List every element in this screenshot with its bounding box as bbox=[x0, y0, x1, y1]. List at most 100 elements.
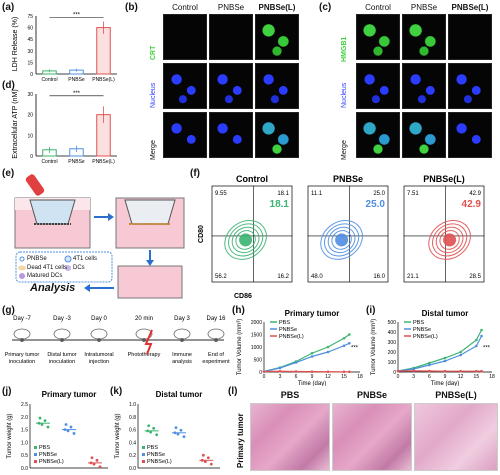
he-image-pbs bbox=[250, 403, 330, 471]
density-contour bbox=[443, 233, 457, 247]
mouse-icon bbox=[90, 328, 108, 340]
mouse-icon bbox=[13, 328, 31, 340]
micrograph-nucleus-pnbse bbox=[209, 63, 253, 109]
density-contour bbox=[324, 223, 360, 257]
y-tick-label: 0.0 bbox=[21, 466, 28, 472]
legend-swatch bbox=[142, 460, 145, 463]
bottom-well bbox=[117, 265, 183, 299]
significance-mark: *** bbox=[351, 346, 359, 352]
y-tick-label: 2000 bbox=[251, 320, 262, 326]
data-point bbox=[149, 430, 153, 434]
flow-ylabel: CD80 bbox=[198, 225, 205, 243]
col-header-pnbsel: PNBSe(L) bbox=[258, 3, 296, 12]
timeline-event: Immune bbox=[172, 352, 192, 358]
micrograph-crt-control bbox=[163, 14, 207, 60]
data-point bbox=[63, 428, 67, 431]
he-image-pnbsel bbox=[414, 403, 498, 471]
data-point bbox=[412, 367, 415, 371]
micrograph-crt-pnbsel bbox=[255, 14, 299, 60]
x-tick-label: 6 bbox=[428, 374, 431, 380]
legend-pnbse: PNBSe bbox=[27, 256, 47, 262]
data-point bbox=[480, 328, 483, 332]
legend-label: PBS bbox=[279, 320, 290, 326]
data-point bbox=[46, 425, 50, 429]
laser-icon bbox=[25, 174, 45, 196]
distal-tumor-growth-chart: Distal tumor Time (day) Tumor Volume (mm³)… bbox=[371, 309, 495, 386]
mouse-icon bbox=[173, 328, 191, 340]
legend-swatch bbox=[142, 453, 145, 456]
data-point bbox=[294, 361, 298, 364]
quadrant-ll: 21.1 bbox=[407, 274, 419, 280]
he-header-pnbse: PNBSe bbox=[356, 390, 387, 400]
primary-tumor-weight-chart: Primary tumor Tumor weight (g) 0.0 0.5 1.0 1.… bbox=[7, 390, 108, 472]
transwell-insert-right bbox=[124, 199, 176, 225]
legend-swatch bbox=[34, 453, 37, 456]
y-tick-label: 500 bbox=[388, 320, 397, 326]
panel-label-g: (g) bbox=[2, 305, 15, 316]
data-point bbox=[475, 338, 478, 342]
data-point bbox=[428, 369, 431, 373]
x-tick-label: PNBSe bbox=[68, 159, 85, 165]
legend-label: PNBSe bbox=[413, 327, 431, 333]
matured-dc-icon bbox=[19, 273, 25, 279]
series-line bbox=[263, 334, 350, 373]
series-line bbox=[263, 342, 350, 373]
distal-tumor-weight-chart: Distal tumor Tumor weight (g) 0.0 0.2 0.4 0.6… bbox=[115, 390, 220, 472]
data-point bbox=[98, 465, 102, 469]
data-point bbox=[459, 350, 462, 354]
data-point bbox=[64, 423, 68, 426]
timeline-event: End of bbox=[208, 352, 224, 358]
ldh-plot-area: 0 15 30 45 60 75 Control PNBSe PNBSe(L) *** bbox=[27, 13, 117, 83]
x-axis-label: Time (day) bbox=[298, 381, 326, 386]
mouse-icon bbox=[207, 328, 225, 340]
y-tick-label: 0.2 bbox=[129, 453, 136, 459]
dead-cell-icon bbox=[18, 265, 26, 271]
flow-frame bbox=[211, 185, 293, 283]
quadrant-lr: 16.2 bbox=[277, 274, 289, 280]
data-point bbox=[40, 423, 44, 426]
x-tick-label: 12 bbox=[458, 374, 464, 380]
y-tick-label: 1500 bbox=[251, 333, 262, 339]
col-header-control: Control bbox=[365, 3, 391, 12]
panel-label-k: (k) bbox=[110, 386, 123, 397]
data-point bbox=[95, 458, 99, 462]
timeline-event: Primary tumor bbox=[5, 352, 40, 358]
legend-swatch bbox=[34, 460, 37, 463]
legend-label: PNBSe(L) bbox=[279, 334, 304, 340]
x-tick-label: 15 bbox=[341, 374, 347, 380]
dc-icon bbox=[65, 265, 71, 271]
legend-dcs: DCs bbox=[73, 265, 85, 271]
micrograph-nucleus-pnbse bbox=[402, 63, 446, 109]
analysis-label: Analysis bbox=[30, 282, 76, 294]
x-tick-label: 3 bbox=[412, 374, 415, 380]
data-point bbox=[66, 429, 70, 433]
y-tick-label: 0 bbox=[30, 154, 33, 160]
legend-dead-4t1: Dead 4T1 cells bbox=[27, 265, 68, 271]
density-contour bbox=[320, 220, 363, 260]
density-contour bbox=[331, 230, 352, 250]
atp-bar-chart: Extracellular ATP (nM) 0 10 20 30 Control PNB… bbox=[12, 89, 117, 165]
legend-label: PNBSe(L) bbox=[413, 334, 438, 340]
data-point bbox=[326, 350, 330, 354]
ldh-ylabel: LDH Release (%) bbox=[12, 17, 19, 71]
quadrant-lr: 16.0 bbox=[373, 274, 385, 280]
primary-tumor-growth-chart: Primary tumor Time (day) Tumor Volume (mm³… bbox=[237, 309, 363, 386]
panel-label-j: (j) bbox=[2, 386, 12, 397]
he-image-pnbse bbox=[332, 403, 412, 471]
data-point bbox=[348, 333, 351, 336]
panel-label-a: (a) bbox=[2, 2, 15, 13]
data-point bbox=[206, 456, 210, 460]
significance-mark: *** bbox=[73, 13, 81, 19]
quadrant-ul: 7.51 bbox=[407, 191, 419, 197]
legend-matured-dcs: Matured DCs bbox=[27, 273, 63, 279]
data-point bbox=[92, 462, 96, 466]
y-tick-label: 0 bbox=[259, 370, 262, 376]
chart-title: Distal tumor bbox=[422, 309, 469, 318]
col-header-pnbse: PNBSe bbox=[410, 3, 438, 12]
row-label-nucleus: Nucleus bbox=[341, 82, 348, 108]
y-tick-label: 20 bbox=[27, 113, 33, 119]
mouse-icon bbox=[53, 328, 71, 340]
legend-label: PBS bbox=[147, 445, 158, 451]
density-contour bbox=[428, 220, 471, 260]
data-point bbox=[200, 458, 204, 462]
